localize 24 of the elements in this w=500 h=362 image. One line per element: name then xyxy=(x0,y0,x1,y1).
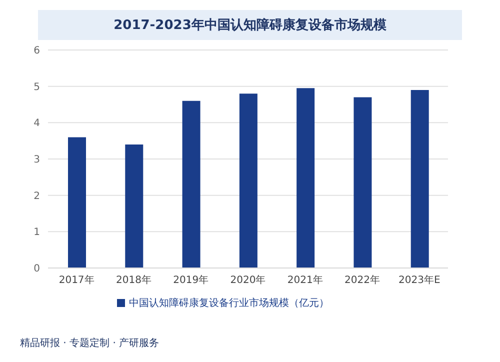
y-tick-label: 2 xyxy=(34,190,40,202)
x-tick-label: 2021年 xyxy=(287,274,323,286)
text: 精品研报 · 专题定制 · 产研服务 xyxy=(20,336,160,350)
y-tick-label: 0 xyxy=(34,264,40,275)
y-tick-label: 5 xyxy=(34,82,40,93)
bar xyxy=(354,97,372,268)
y-tick-label: 1 xyxy=(34,227,40,238)
bar xyxy=(125,144,144,268)
x-tick-label: 2020年 xyxy=(230,274,266,286)
x-tick-label: 2017年 xyxy=(58,274,94,286)
x-tick-label: 2022年 xyxy=(344,274,380,286)
y-tick-label: 3 xyxy=(34,154,40,166)
chart-title: 2017-2023年中国认知障碍康复设备市场规模 xyxy=(38,10,462,40)
y-tick-label: 4 xyxy=(34,118,40,130)
y-tick-label: 6 xyxy=(34,46,40,57)
bar xyxy=(296,88,315,268)
bar xyxy=(410,90,429,268)
legend-label: 中国认知障碍康复设备行业市场规模（亿元） xyxy=(129,298,329,309)
bar xyxy=(182,100,200,268)
bar xyxy=(239,94,258,268)
x-tick-label: 2018年 xyxy=(116,274,152,286)
bar xyxy=(68,137,86,268)
x-tick-label: 2019年 xyxy=(173,274,209,286)
x-tick-label: 2023年E xyxy=(398,274,440,286)
